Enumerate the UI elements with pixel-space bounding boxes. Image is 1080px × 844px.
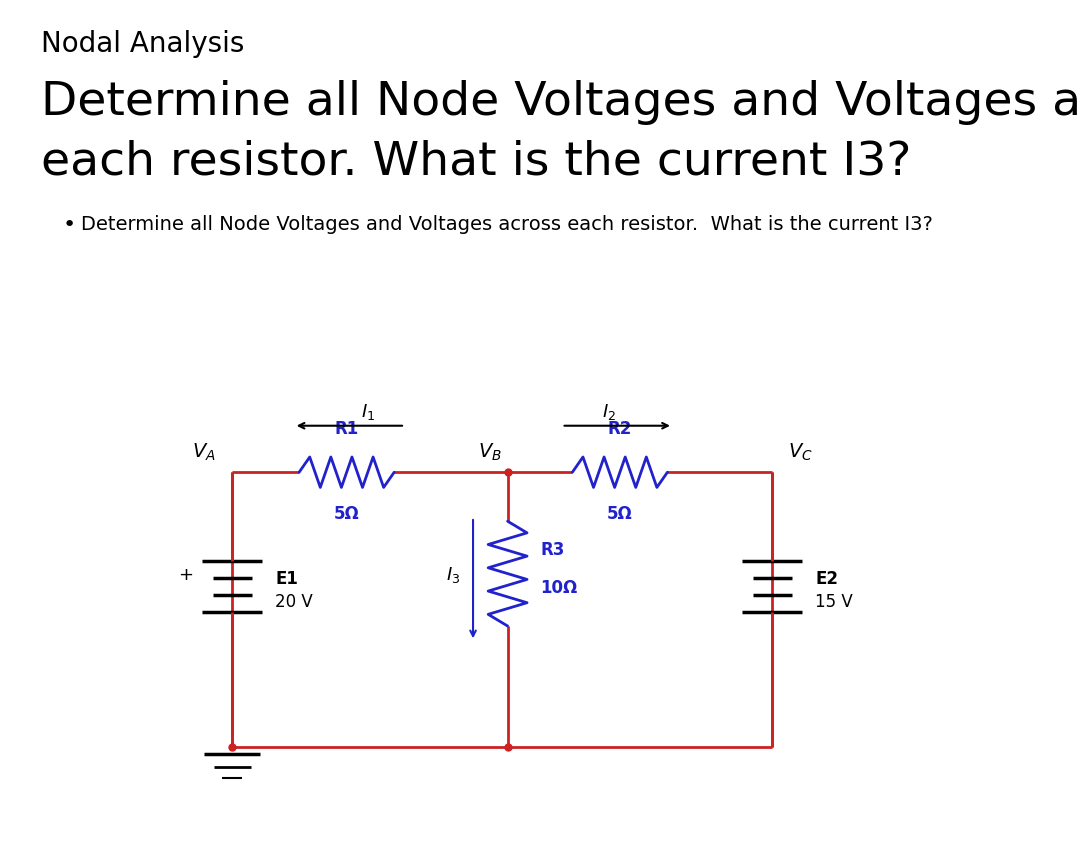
Text: $V_B$: $V_B$ (478, 441, 502, 463)
Text: 10Ω: 10Ω (540, 578, 577, 596)
Text: 15 V: 15 V (815, 592, 853, 611)
Text: Determine all Node Voltages and Voltages across: Determine all Node Voltages and Voltages… (41, 80, 1080, 125)
Text: 5Ω: 5Ω (334, 505, 360, 522)
Text: 5Ω: 5Ω (607, 505, 633, 522)
Text: Nodal Analysis: Nodal Analysis (41, 30, 244, 57)
Text: +: + (178, 565, 193, 583)
Text: R1: R1 (335, 419, 359, 437)
Text: R3: R3 (540, 541, 565, 559)
Text: E1: E1 (275, 569, 298, 587)
Text: R2: R2 (608, 419, 632, 437)
Text: Determine all Node Voltages and Voltages across each resistor.  What is the curr: Determine all Node Voltages and Voltages… (81, 215, 933, 234)
Text: $V_A$: $V_A$ (192, 441, 216, 463)
Text: $V_C$: $V_C$ (788, 441, 813, 463)
Text: each resistor. What is the current I3?: each resistor. What is the current I3? (41, 139, 912, 184)
Text: $I_1$: $I_1$ (361, 401, 376, 421)
Text: $I_2$: $I_2$ (602, 401, 617, 421)
Text: •: • (63, 215, 76, 235)
Text: 20 V: 20 V (275, 592, 313, 611)
Text: $I_3$: $I_3$ (446, 564, 460, 584)
Text: E2: E2 (815, 569, 838, 587)
